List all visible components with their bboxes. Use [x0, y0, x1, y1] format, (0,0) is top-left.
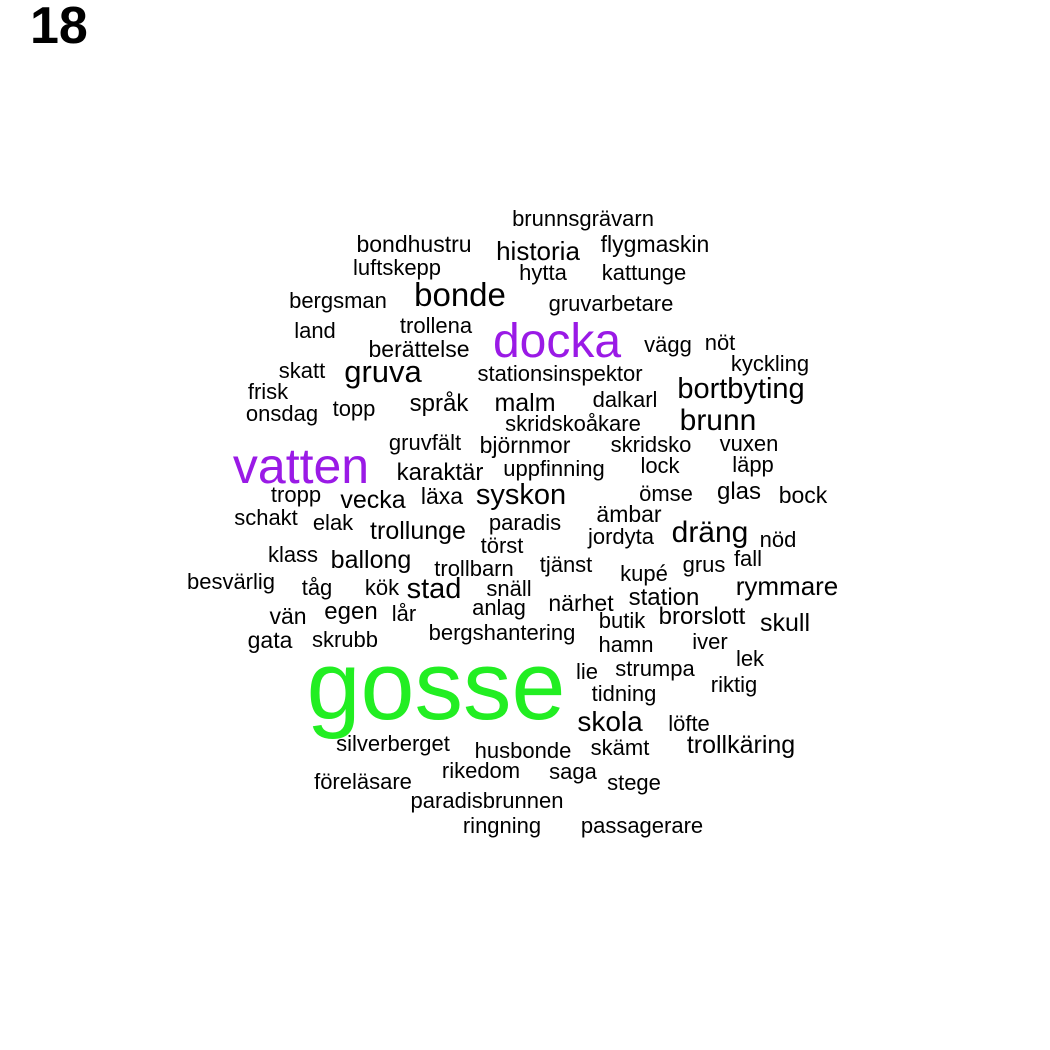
word-18: gruva [344, 356, 422, 387]
word-30: gruvfält [389, 432, 461, 454]
word-46: schakt [234, 507, 298, 529]
word-7: kattunge [602, 262, 686, 284]
word-75: brorslott [659, 605, 746, 629]
word-37: lock [640, 455, 679, 477]
word-83: gosse [307, 637, 566, 734]
word-85: strumpa [615, 658, 694, 680]
word-21: frisk [248, 381, 288, 403]
word-65: stad [407, 575, 462, 604]
word-76: skull [760, 611, 810, 636]
word-62: besvärlig [187, 571, 275, 593]
word-23: onsdag [246, 403, 318, 425]
word-70: vän [269, 605, 306, 628]
word-81: iver [692, 631, 727, 653]
word-64: kök [365, 577, 399, 599]
word-22: bortbyting [677, 375, 804, 404]
word-98: paradisbrunnen [411, 790, 564, 812]
word-52: dräng [672, 518, 749, 548]
word-86: riktig [711, 674, 757, 696]
word-42: syskon [476, 481, 566, 510]
word-35: karaktär [397, 461, 484, 485]
word-54: törst [481, 535, 524, 557]
word-27: dalkarl [593, 389, 658, 411]
word-2: bondhustru [356, 233, 471, 256]
word-13: docka [493, 318, 621, 366]
word-19: stationsinspektor [477, 363, 642, 385]
word-50: ämbar [596, 503, 661, 526]
word-80: hamn [598, 634, 653, 656]
word-99: ringning [463, 815, 541, 837]
word-6: hytta [519, 262, 567, 284]
word-100: passagerare [581, 815, 703, 837]
word-9: bonde [414, 278, 506, 311]
word-59: grus [683, 554, 726, 576]
word-73: anlag [472, 597, 526, 619]
word-8: bergsman [289, 290, 387, 312]
word-1: brunnsgrävarn [512, 208, 654, 230]
word-41: läxa [421, 485, 463, 508]
word-31: björnmor [480, 434, 571, 457]
word-97: stege [607, 772, 661, 794]
word-4: flygmaskin [601, 233, 710, 256]
word-90: silverberget [336, 733, 450, 755]
word-58: tjänst [540, 554, 593, 576]
word-47: elak [313, 512, 353, 534]
word-96: föreläsare [314, 771, 412, 793]
word-60: fall [734, 548, 762, 570]
word-92: skämt [591, 737, 650, 759]
word-53: nöd [760, 529, 797, 551]
word-94: rikedom [442, 760, 520, 782]
word-39: tropp [271, 484, 321, 506]
word-11: land [294, 320, 336, 342]
word-95: saga [549, 761, 597, 783]
word-88: skola [577, 708, 642, 736]
word-61: kupé [620, 563, 668, 585]
word-71: egen [324, 600, 377, 624]
word-55: klass [268, 544, 318, 566]
word-51: jordyta [588, 526, 654, 548]
word-56: ballong [331, 548, 412, 573]
word-12: trollena [400, 315, 472, 337]
word-84: lie [576, 661, 598, 683]
word-45: bock [779, 484, 828, 507]
word-77: gata [248, 629, 293, 652]
panel-label: 18 [30, 0, 88, 56]
word-48: trollunge [370, 519, 466, 544]
word-87: tidning [592, 683, 657, 705]
word-20: kyckling [731, 353, 809, 375]
word-72: lår [392, 603, 416, 625]
word-24: topp [333, 398, 376, 420]
word-63: tåg [302, 577, 333, 599]
word-93: trollkäring [687, 733, 795, 758]
word-14: vägg [644, 334, 692, 356]
word-74: butik [599, 610, 645, 632]
word-67: rymmare [736, 573, 839, 599]
word-82: lek [736, 648, 764, 670]
word-25: språk [410, 392, 469, 416]
word-49: paradis [489, 512, 561, 534]
word-36: uppfinning [503, 458, 605, 480]
word-10: gruvarbetare [549, 293, 674, 315]
word-38: läpp [732, 454, 774, 476]
word-44: glas [717, 480, 761, 504]
